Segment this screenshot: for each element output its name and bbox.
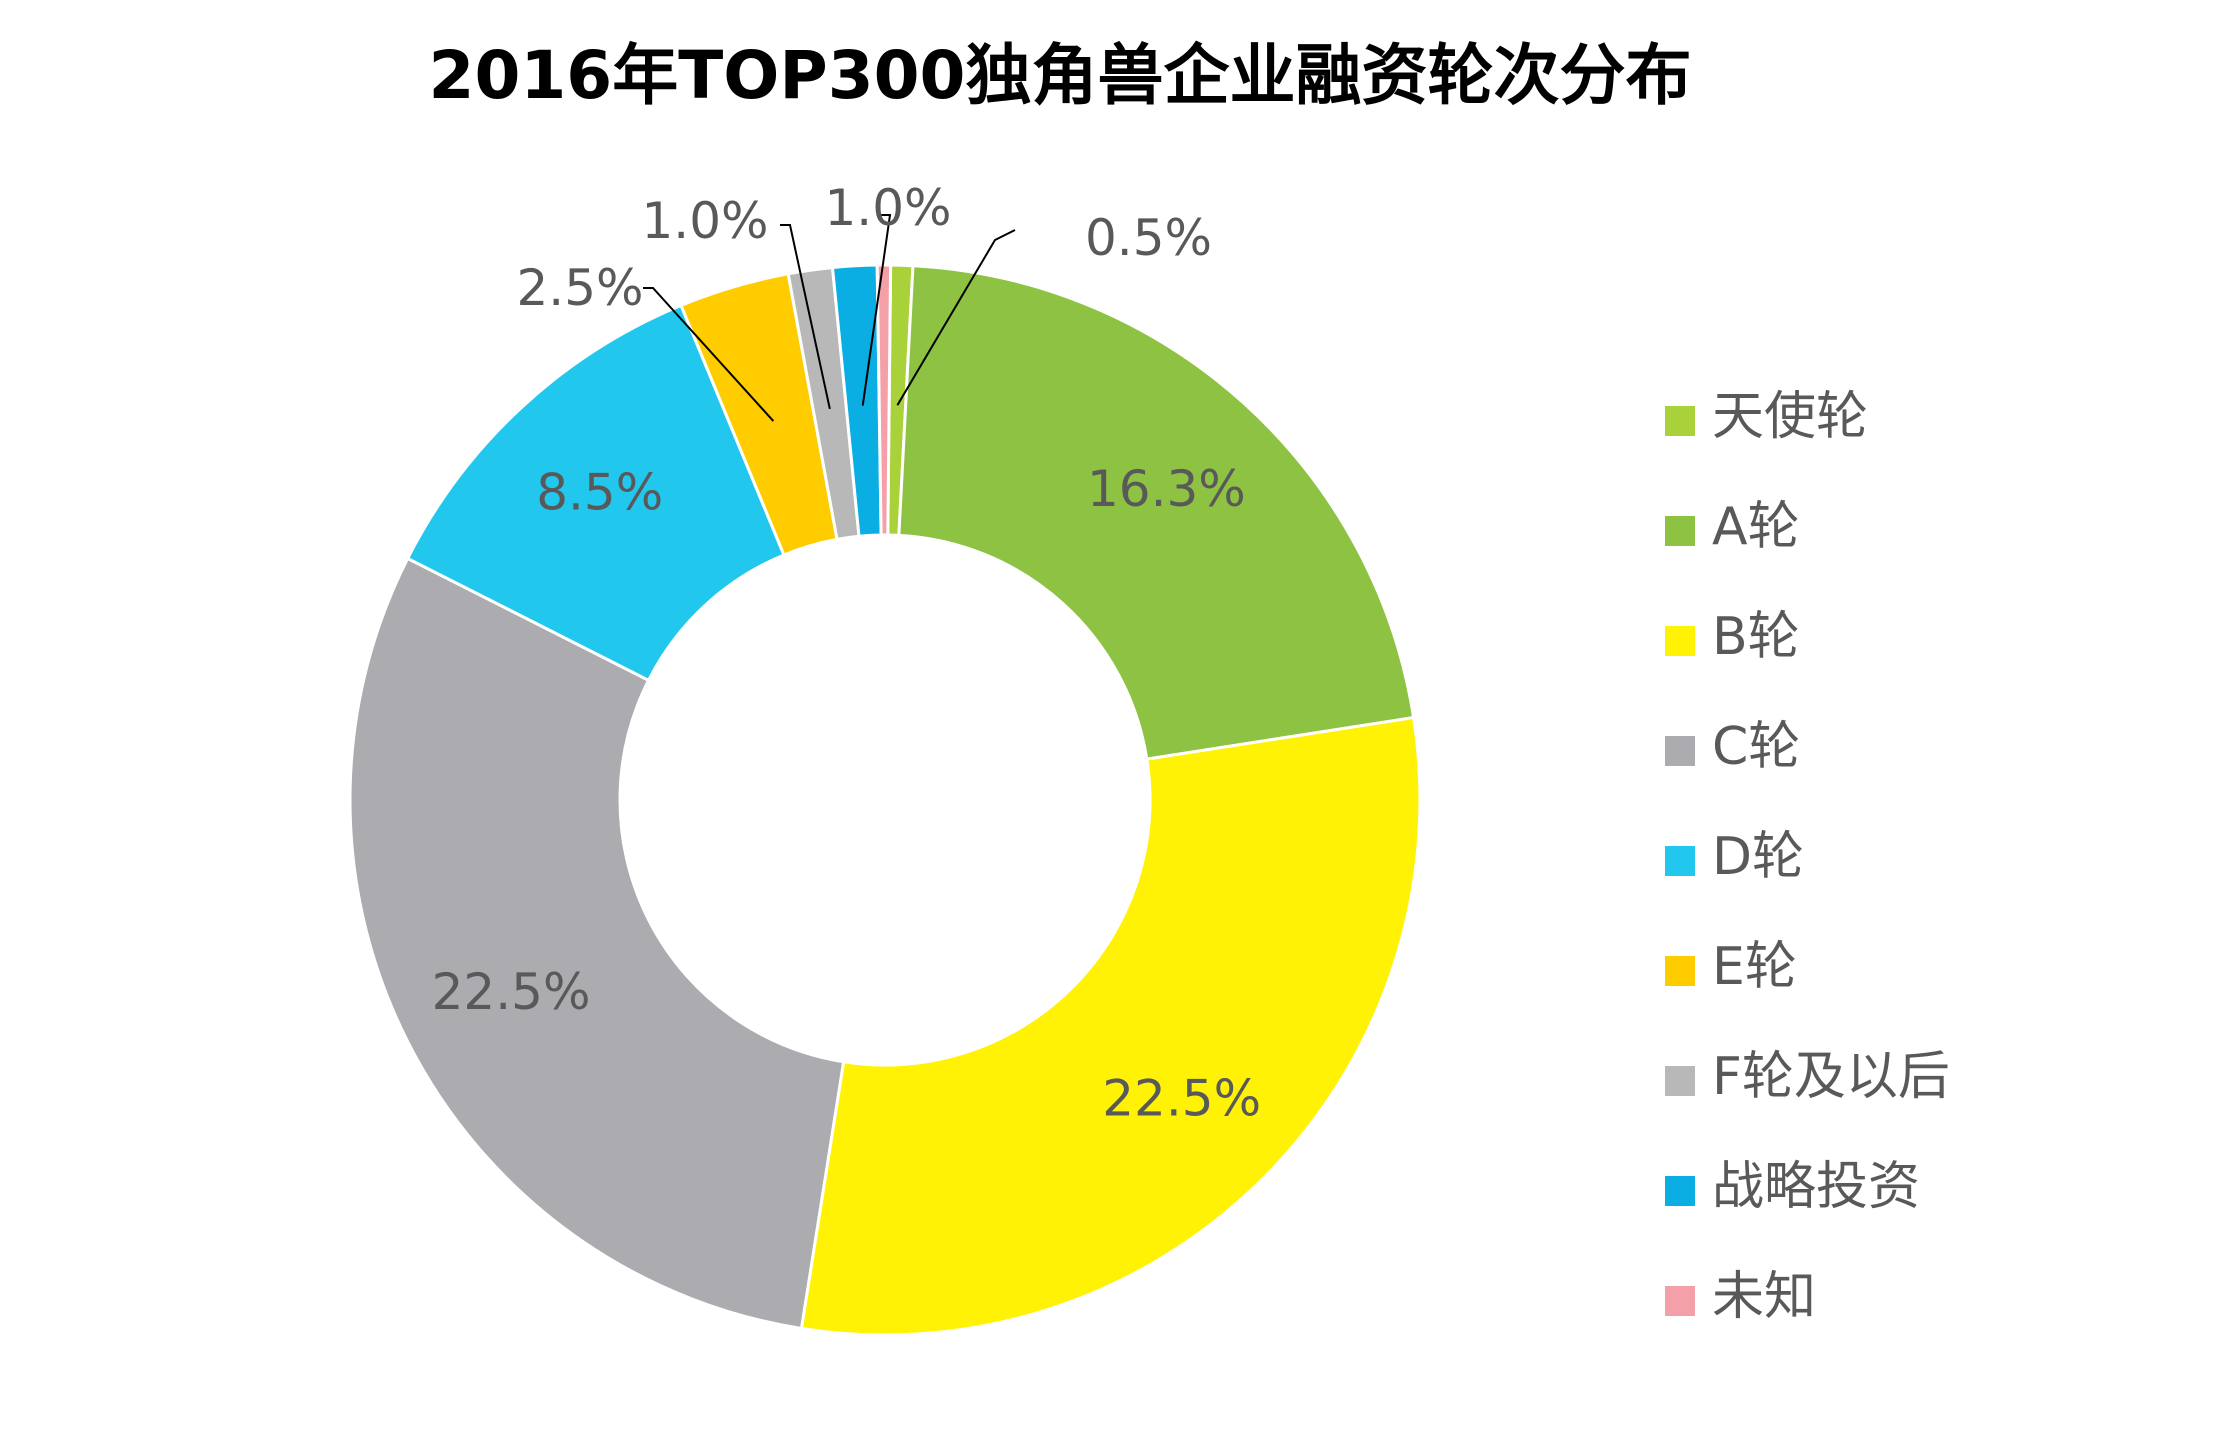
legend-label-6: E轮 (1712, 937, 1797, 997)
data-label-6: 2.5% (516, 259, 643, 317)
leader-lines-layer (643, 214, 1016, 422)
legend-swatch-4 (1665, 736, 1695, 766)
data-label-1: 0.5% (1085, 209, 1212, 267)
data-label-4: 22.5% (432, 963, 591, 1021)
leader-line-6 (643, 287, 775, 422)
legend-label-8: 战略投资 (1712, 1157, 1920, 1217)
data-label-5: 8.5% (536, 464, 663, 522)
legend-swatch-6 (1665, 956, 1695, 986)
data-labels-layer: 0.5% 16.3% 22.5% 22.5% 8.5% 2.5% 1.0% 1.0% (432, 179, 1261, 1127)
legend-swatch-7 (1665, 1066, 1695, 1096)
slice-5 (405, 303, 786, 683)
legend-label-4: C轮 (1712, 717, 1800, 777)
slice-4 (348, 556, 846, 1331)
data-label-7: 1.0% (641, 192, 768, 250)
leader-line-8 (861, 214, 892, 406)
slice-3 (799, 715, 1422, 1337)
slice-9 (875, 263, 893, 537)
slices-layer (348, 263, 1422, 1337)
legend-swatch-3 (1665, 626, 1695, 656)
legend-swatch-2 (1665, 516, 1695, 546)
data-label-2: 16.3% (1087, 460, 1246, 518)
legend-label-7: F轮及以后 (1712, 1047, 1950, 1107)
data-label-8: 1.0% (824, 179, 951, 237)
slice-2 (897, 264, 1416, 761)
legend-swatch-9 (1665, 1286, 1695, 1316)
leader-line-1 (896, 229, 1016, 406)
legend-label-2: A轮 (1712, 497, 1800, 557)
legend-swatch-8 (1665, 1176, 1695, 1206)
legend-label-1: 天使轮 (1712, 387, 1868, 447)
legend-swatch-5 (1665, 846, 1695, 876)
legend-label-5: D轮 (1712, 827, 1804, 887)
leader-line-7 (780, 224, 831, 410)
legend-label-3: B轮 (1712, 607, 1800, 667)
legend-swatch-1 (1665, 406, 1695, 436)
chart-title: 2016年TOP300独角兽企业融资轮次分布 (428, 37, 1692, 114)
legend-label-9: 未知 (1712, 1267, 1816, 1327)
data-label-3: 22.5% (1102, 1069, 1261, 1127)
